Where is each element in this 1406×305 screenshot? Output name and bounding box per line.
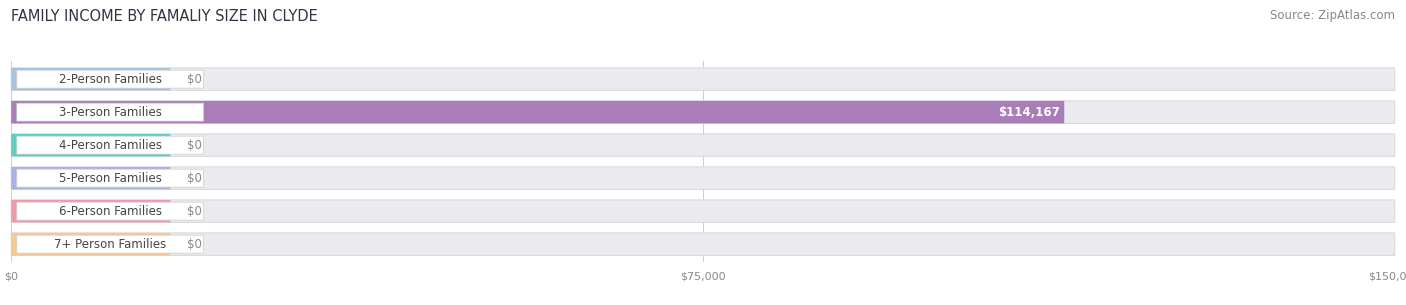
FancyBboxPatch shape: [11, 167, 170, 189]
Text: FAMILY INCOME BY FAMALIY SIZE IN CLYDE: FAMILY INCOME BY FAMALIY SIZE IN CLYDE: [11, 9, 318, 24]
FancyBboxPatch shape: [11, 68, 170, 90]
FancyBboxPatch shape: [11, 233, 170, 255]
Text: $0: $0: [187, 172, 202, 185]
FancyBboxPatch shape: [11, 101, 1064, 123]
FancyBboxPatch shape: [11, 68, 1395, 90]
FancyBboxPatch shape: [17, 70, 204, 88]
FancyBboxPatch shape: [17, 169, 204, 187]
FancyBboxPatch shape: [11, 134, 1395, 156]
FancyBboxPatch shape: [17, 202, 204, 220]
FancyBboxPatch shape: [11, 200, 1395, 222]
FancyBboxPatch shape: [11, 200, 170, 222]
Text: $114,167: $114,167: [998, 106, 1060, 119]
FancyBboxPatch shape: [11, 101, 1395, 123]
Text: $0: $0: [187, 205, 202, 218]
FancyBboxPatch shape: [17, 103, 204, 121]
FancyBboxPatch shape: [17, 235, 204, 253]
Text: 6-Person Families: 6-Person Families: [59, 205, 162, 218]
Text: 5-Person Families: 5-Person Families: [59, 172, 162, 185]
Text: 7+ Person Families: 7+ Person Families: [53, 238, 166, 251]
Text: Source: ZipAtlas.com: Source: ZipAtlas.com: [1270, 9, 1395, 22]
Text: 4-Person Families: 4-Person Families: [59, 139, 162, 152]
FancyBboxPatch shape: [11, 134, 170, 156]
Text: $0: $0: [187, 139, 202, 152]
FancyBboxPatch shape: [11, 233, 1395, 255]
FancyBboxPatch shape: [17, 136, 204, 154]
Text: 2-Person Families: 2-Person Families: [59, 73, 162, 86]
Text: 3-Person Families: 3-Person Families: [59, 106, 162, 119]
FancyBboxPatch shape: [11, 167, 1395, 189]
Text: $0: $0: [187, 73, 202, 86]
Text: $0: $0: [187, 238, 202, 251]
